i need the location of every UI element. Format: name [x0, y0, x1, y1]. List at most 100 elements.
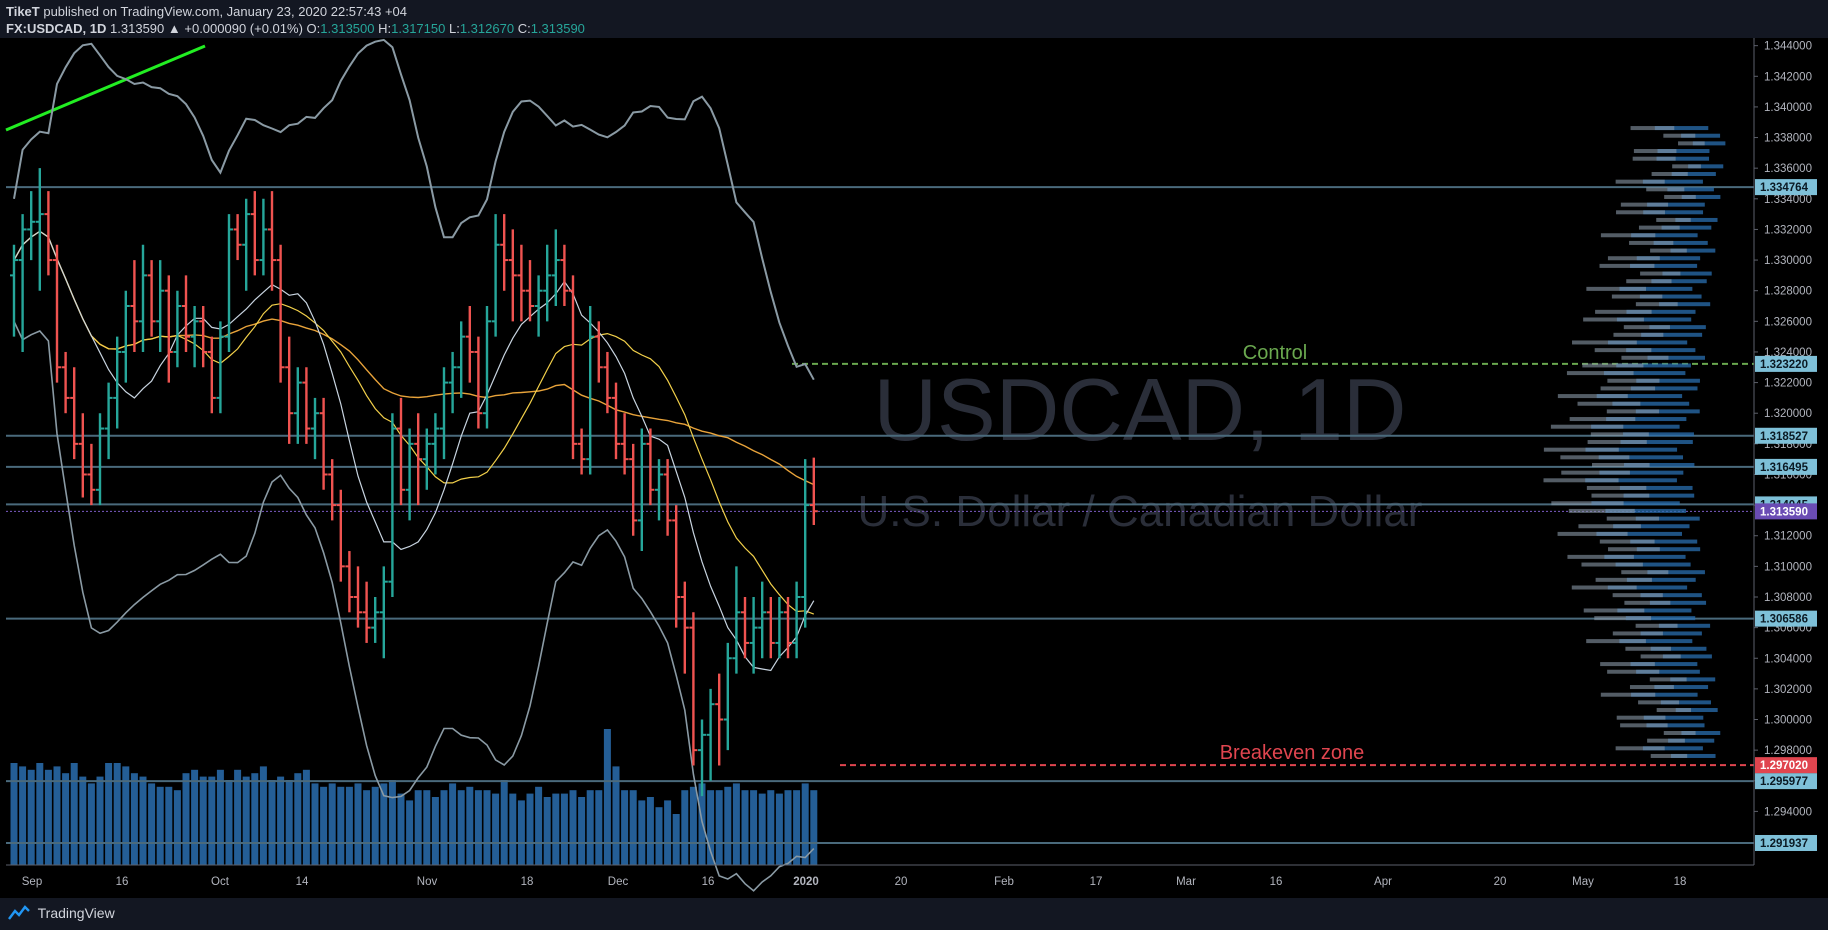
volume-bar — [646, 797, 654, 865]
profile-row-gray — [1611, 294, 1663, 299]
profile-row-blue — [1662, 654, 1712, 659]
footer-bar: TradingView — [0, 898, 1828, 930]
profile-row-gray — [1600, 662, 1655, 667]
profile-row-blue — [1636, 378, 1700, 383]
profile-row-gray — [1638, 700, 1680, 705]
profile-row-blue — [1647, 202, 1705, 207]
x-tick-label: 14 — [296, 876, 309, 888]
profile-row-blue — [1670, 677, 1716, 682]
profile-row-gray — [1672, 164, 1701, 169]
volume-bar — [741, 790, 749, 865]
symbol-label[interactable]: FX:USDCAD, 1D — [6, 21, 107, 36]
x-tick-label: 18 — [1674, 876, 1687, 888]
profile-row-gray — [1581, 562, 1643, 567]
last-price: 1.313590 — [110, 21, 165, 36]
profile-row-gray — [1583, 317, 1644, 322]
low-value: 1.312670 — [459, 21, 515, 36]
profile-row-blue — [1662, 271, 1712, 276]
author-name[interactable]: TikeT — [6, 4, 40, 19]
profile-row-gray — [1620, 723, 1668, 728]
moving-average-yellow — [13, 230, 815, 615]
volume-bar — [586, 790, 594, 865]
profile-row-gray — [1595, 309, 1652, 314]
profile-row-gray — [1557, 531, 1628, 536]
volume-bar — [672, 814, 680, 865]
time-axis[interactable]: Sep 16 Oct 14 Nov 18 Dec 16 2020 20 Feb 17 Mar 16 Apr 2… — [6, 864, 1754, 888]
volume-bar — [474, 790, 482, 865]
volume-bar — [612, 766, 620, 865]
profile-row-gray — [1625, 646, 1671, 651]
volume-bar — [87, 783, 95, 865]
profile-row-gray — [1550, 424, 1624, 429]
profile-row-blue — [1642, 746, 1703, 751]
tradingview-logo-icon — [8, 905, 30, 921]
profile-row-blue — [1657, 149, 1710, 154]
profile-row-gray — [1624, 600, 1671, 605]
volume-bar — [328, 783, 336, 865]
volume-bar — [457, 790, 465, 865]
volume-bar — [397, 793, 405, 865]
price-tag — [1755, 757, 1817, 774]
profile-row-blue — [1647, 355, 1705, 360]
volume-bar — [294, 773, 302, 865]
profile-row-blue — [1681, 730, 1721, 735]
profile-row-gray — [1599, 263, 1655, 268]
volume-bar — [208, 776, 216, 865]
y-tick-label: 1.308000 — [1764, 592, 1812, 604]
tradingview-logo[interactable]: TradingView — [8, 905, 115, 923]
profile-row-gray — [1649, 677, 1687, 682]
volume-bar — [689, 786, 697, 865]
profile-row-gray — [1621, 355, 1669, 360]
volume-bar — [638, 800, 646, 865]
volume-bar — [354, 783, 362, 865]
volume-bar — [156, 786, 164, 865]
moving-average-white — [13, 230, 815, 672]
profile-row-gray — [1650, 248, 1687, 253]
price-tag — [1755, 355, 1817, 372]
profile-row-gray — [1623, 325, 1670, 330]
breakeven-label: Breakeven zone — [1220, 742, 1365, 764]
profile-row-gray — [1600, 386, 1656, 391]
profile-row-gray — [1616, 715, 1666, 720]
profile-row-gray — [1626, 279, 1672, 284]
profile-row-blue — [1670, 753, 1716, 758]
lower-band — [13, 320, 815, 892]
profile-row-gray — [1594, 348, 1652, 353]
price-axis[interactable]: 1.344000 1.342000 1.340000 1.338000 1.336000… — [1753, 38, 1828, 865]
profile-row-blue — [1670, 248, 1716, 253]
profile-row-gray — [1600, 233, 1656, 238]
profile-row-blue — [1616, 363, 1691, 368]
volume-bar — [122, 766, 130, 865]
volume-bar — [105, 763, 113, 865]
price-chart[interactable]: USDCAD, 1D U.S. Dollar / Canadian Dollar… — [0, 0, 1828, 898]
x-tick-label: Mar — [1176, 876, 1196, 888]
profile-row-gray — [1572, 340, 1637, 345]
x-tick-label: Sep — [22, 876, 42, 888]
profile-row-blue — [1630, 386, 1698, 391]
volume-bar — [277, 776, 285, 865]
volume-bar — [793, 790, 801, 865]
volume-bar — [337, 786, 345, 865]
profile-row-blue — [1631, 692, 1698, 697]
profile-row-blue — [1606, 417, 1687, 422]
profile-row-blue — [1668, 738, 1715, 743]
y-tick-label: 1.328000 — [1764, 286, 1812, 298]
profile-row-blue — [1643, 210, 1704, 215]
profile-row-gray — [1567, 554, 1634, 559]
profile-row-gray — [1566, 371, 1634, 376]
close-value: 1.313590 — [530, 21, 585, 36]
price-tag — [1755, 773, 1817, 790]
x-tick-label: Apr — [1374, 876, 1392, 888]
y-tick-label: 1.334000 — [1764, 194, 1812, 206]
price-tag-label: 1.318527 — [1760, 431, 1808, 443]
volume-bar — [569, 790, 577, 865]
profile-row-blue — [1625, 616, 1696, 621]
profile-row-gray — [1663, 730, 1696, 735]
profile-row-gray — [1612, 593, 1663, 598]
profile-row-gray — [1656, 708, 1691, 713]
profile-row-gray — [1560, 455, 1630, 460]
volume-bar — [784, 790, 792, 865]
volume-bar — [423, 790, 431, 865]
price-tag — [1755, 458, 1817, 475]
volume-bar — [560, 793, 568, 865]
